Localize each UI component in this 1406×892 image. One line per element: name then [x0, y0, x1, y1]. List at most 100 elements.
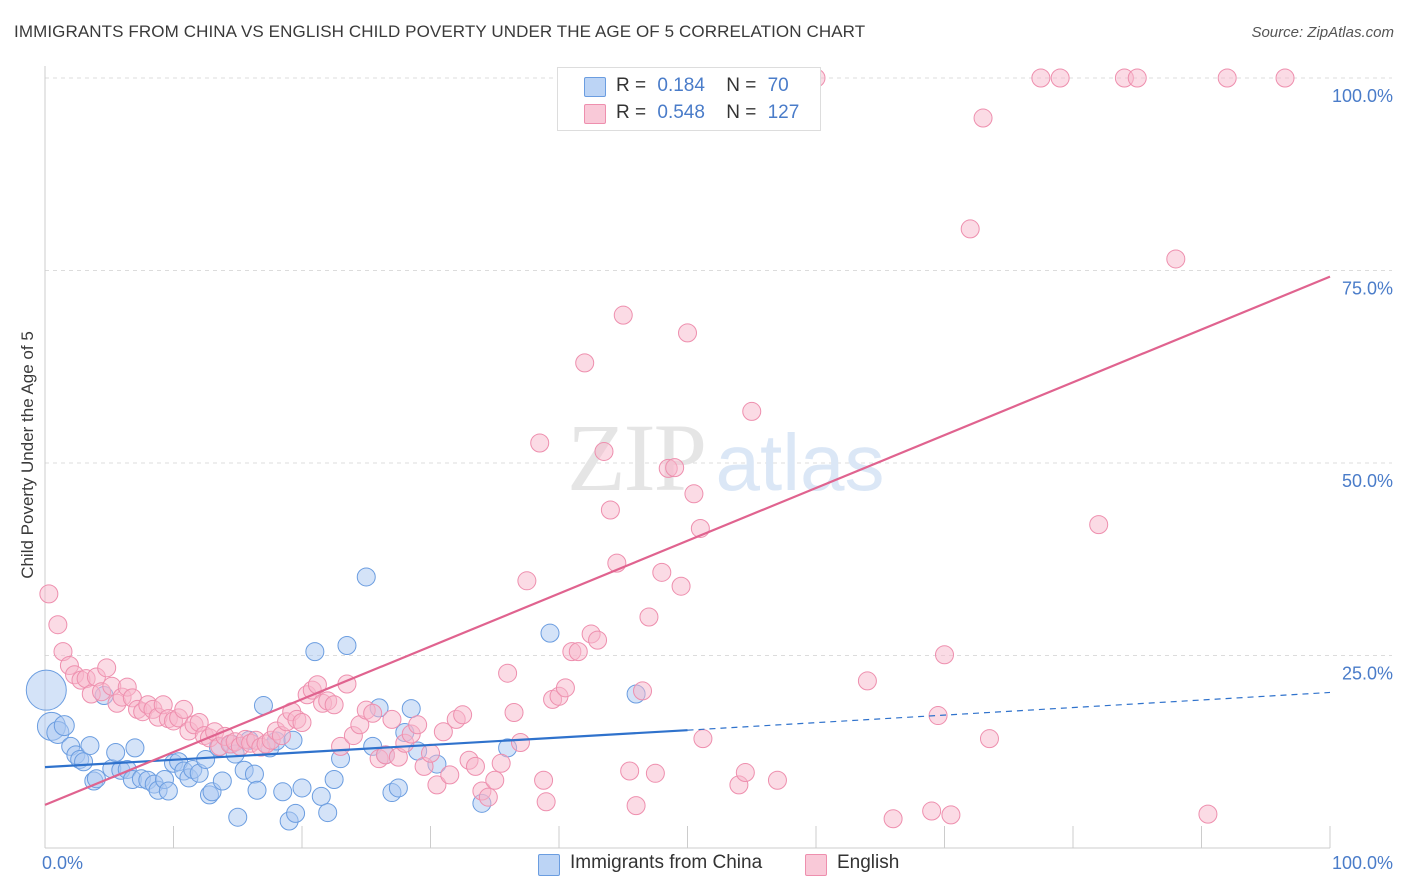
data-point-china: [388, 778, 408, 798]
data-point-english: [292, 712, 312, 732]
data-point-english: [453, 705, 473, 725]
data-point-china: [74, 752, 94, 772]
data-point-china: [158, 781, 178, 801]
source-label: Source: ZipAtlas.com: [1251, 24, 1394, 41]
bottom-legend-swatch-china: [538, 854, 560, 876]
data-point-china: [401, 699, 421, 719]
data-point-english: [671, 576, 691, 596]
legend-n-value: 70: [767, 75, 789, 96]
y-tick-label: 50.0%: [1342, 471, 1393, 491]
data-point-china: [25, 669, 67, 711]
data-point-english: [568, 642, 588, 662]
data-point-english: [613, 305, 633, 325]
y-tick-label: 100.0%: [1332, 86, 1393, 106]
data-point-english: [478, 787, 498, 807]
data-point-english: [645, 763, 665, 783]
data-point-english: [1089, 515, 1109, 535]
data-point-english: [517, 571, 537, 591]
data-point-english: [530, 433, 550, 453]
legend-swatch-english: [584, 104, 606, 124]
legend-r-label: R =: [616, 75, 647, 96]
data-point-english: [491, 753, 511, 773]
data-point-english: [575, 353, 595, 373]
data-point-english: [498, 663, 518, 683]
data-point-english: [973, 108, 993, 128]
data-point-china: [286, 803, 306, 823]
data-point-english: [382, 709, 402, 729]
data-point-china: [212, 771, 232, 791]
data-point-english: [742, 401, 762, 421]
bottom-legend-label-china: Immigrants from China: [570, 852, 763, 873]
data-point-english: [735, 763, 755, 783]
data-point-english: [1050, 68, 1070, 88]
data-point-english: [767, 770, 787, 790]
data-point-english: [534, 770, 554, 790]
data-point-english: [174, 699, 194, 719]
data-point-english: [633, 681, 653, 701]
data-point-english: [536, 792, 556, 812]
data-point-china: [337, 635, 357, 655]
legend-r-value: 0.548: [657, 102, 705, 123]
data-point-english: [600, 500, 620, 520]
x-tick-label: 100.0%: [1332, 853, 1393, 873]
legend-n-label: N =: [726, 75, 757, 96]
data-point-china: [311, 786, 331, 806]
y-tick-label: 25.0%: [1342, 664, 1393, 684]
data-point-english: [1127, 68, 1147, 88]
data-point-english: [857, 671, 877, 691]
watermark-atlas: atlas: [716, 418, 885, 507]
legend-text-english: R = 0.548 N = 127: [616, 102, 799, 124]
data-point-english: [363, 703, 383, 723]
data-point-english: [979, 729, 999, 749]
data-point-english: [639, 607, 659, 627]
data-point-english: [510, 733, 530, 753]
bottom-legend-label-english: English: [837, 852, 900, 873]
data-point-english: [555, 678, 575, 698]
data-point-english: [485, 770, 505, 790]
data-point-english: [665, 458, 685, 478]
data-point-english: [1031, 68, 1051, 88]
chart-title: IMMIGRANTS FROM CHINA VS ENGLISH CHILD P…: [14, 22, 866, 41]
data-point-english: [935, 645, 954, 665]
data-point-english: [626, 796, 646, 816]
data-point-china: [106, 743, 126, 763]
data-point-english: [652, 562, 672, 582]
data-point-english: [684, 484, 704, 504]
watermark: ZIP atlas: [567, 404, 884, 511]
legend-text-china: R = 0.184 N = 70: [616, 75, 789, 97]
data-point-english: [693, 729, 713, 749]
data-point-english: [620, 761, 640, 781]
data-point-english: [465, 756, 485, 776]
data-point-english: [678, 323, 697, 343]
trend-lines: [44, 275, 1331, 806]
watermark-zip: ZIP: [567, 404, 705, 511]
data-point-english: [97, 658, 117, 678]
data-point-english: [504, 702, 524, 722]
tick-labels: 25.0% 50.0% 75.0% 100.0% 0.0% 100.0%: [42, 86, 1393, 873]
data-point-china: [80, 736, 100, 756]
data-point-china: [273, 782, 293, 802]
legend-swatch-china: [584, 77, 606, 97]
data-point-china: [324, 769, 344, 789]
legend-r-value: 0.184: [657, 75, 705, 96]
data-point-china: [247, 780, 267, 800]
data-point-china: [86, 769, 106, 789]
data-point-china: [228, 807, 248, 827]
data-point-english: [1166, 249, 1186, 269]
data-point-english: [48, 615, 68, 635]
data-point-english: [433, 722, 453, 742]
data-point-china: [356, 567, 376, 587]
legend-n-label: N =: [726, 102, 757, 123]
y-tick-label: 75.0%: [1342, 279, 1393, 299]
data-point-english: [588, 630, 608, 650]
legend-n-value: 127: [767, 102, 800, 123]
data-point-english: [39, 584, 59, 604]
data-point-china: [540, 623, 560, 643]
data-point-china: [244, 764, 264, 784]
series-english-points: [39, 68, 1295, 829]
data-point-china: [292, 778, 312, 798]
data-point-english: [1275, 68, 1295, 88]
data-point-china: [125, 738, 145, 758]
data-point-english: [594, 441, 614, 461]
